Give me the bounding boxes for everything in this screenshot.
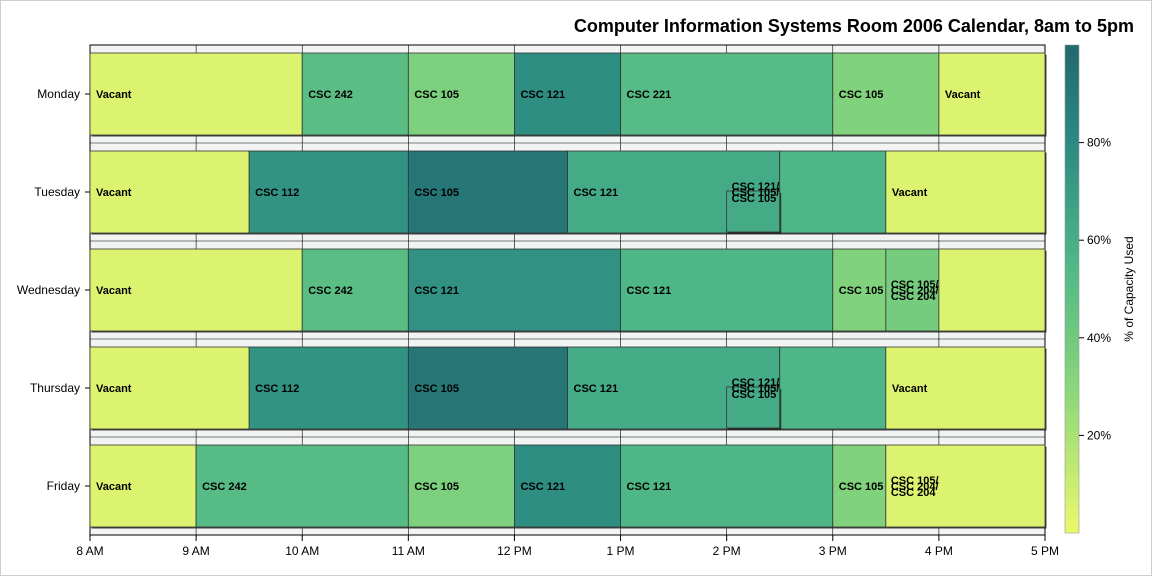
- bar-label: CSC 105: [414, 481, 459, 493]
- schedule-bar: [938, 52, 1046, 136]
- schedule-bar: [89, 248, 303, 332]
- schedule-bar: [514, 444, 621, 528]
- bar-label-stacked: CSC 121/: [732, 377, 780, 389]
- schedule-bar: [89, 52, 303, 136]
- schedule-bar: [89, 150, 250, 234]
- bar-label-stacked: CSC 105/: [732, 187, 780, 199]
- schedule-bar: [89, 444, 197, 528]
- schedule-bar: [248, 150, 409, 234]
- schedule-bar: [407, 248, 621, 332]
- x-tick-label: 9 AM: [182, 544, 209, 558]
- colorbar-gradient: [1064, 44, 1080, 534]
- schedule-bar: [514, 52, 621, 136]
- schedule-bar: [620, 444, 834, 528]
- bar-label: Vacant: [892, 383, 928, 395]
- bar-label: CSC 121: [414, 285, 459, 297]
- bar-label: CSC 105: [414, 89, 459, 101]
- bar-label: CSC 112: [255, 187, 299, 199]
- bar-label-stacked: CSC 105: [732, 389, 777, 401]
- schedule-bar: [89, 346, 250, 430]
- bar-label-stacked: CSC 204/: [891, 285, 939, 297]
- bar-label-stacked: CSC 204/: [891, 481, 939, 493]
- bar-label: CSC 121: [627, 285, 672, 297]
- bar-label: CSC 105: [414, 383, 459, 395]
- schedule-bar: [779, 150, 887, 234]
- bar-label-stacked: CSC 204: [891, 291, 937, 303]
- bar-label: CSC 221: [627, 89, 672, 101]
- schedule-bar: [832, 444, 887, 528]
- x-tick-label: 2 PM: [713, 544, 741, 558]
- bar-label: Vacant: [96, 89, 132, 101]
- x-tick-label: 8 AM: [76, 544, 103, 558]
- bar-label: CSC 242: [308, 89, 353, 101]
- bar-label: CSC 121: [520, 481, 565, 493]
- schedule-bar: [248, 346, 409, 430]
- schedule-bar: [726, 386, 781, 429]
- bar-label: Vacant: [96, 285, 132, 297]
- x-tick-label: 5 PM: [1031, 544, 1059, 558]
- bar-label: CSC 242: [308, 285, 353, 297]
- x-tick-label: 3 PM: [819, 544, 847, 558]
- schedule-bar: [885, 248, 940, 332]
- bar-label: CSC 112: [255, 383, 299, 395]
- schedule-bar: [195, 444, 409, 528]
- bar-label: CSC 105: [839, 481, 884, 493]
- bar-label: Vacant: [945, 89, 981, 101]
- bar-label-stacked: CSC 121/: [732, 181, 780, 193]
- day-label: Wednesday: [17, 283, 80, 297]
- bar-label-stacked: CSC 204: [891, 487, 937, 499]
- schedule-bar: [407, 444, 515, 528]
- schedule-bar: [832, 248, 887, 332]
- bar-label: Vacant: [96, 187, 132, 199]
- plot-area: Monday Vacant CSC 242 CSC 105 CSC 121 CSC 221…: [17, 44, 1059, 558]
- day-label: Tuesday: [34, 185, 80, 199]
- colorbar-tick-label: 20%: [1087, 428, 1111, 442]
- schedule-bar: [938, 248, 1046, 332]
- bar-label: CSC 121: [574, 187, 619, 199]
- colorbar-label: % of Capacity Used: [1122, 236, 1136, 341]
- bar-label-stacked: CSC 105/: [732, 383, 780, 395]
- schedule-bar: [726, 190, 781, 233]
- schedule-bar: [407, 346, 568, 430]
- day-label: Thursday: [30, 381, 80, 395]
- chart-title: Computer Information Systems Room 2006 C…: [574, 16, 1134, 36]
- bar-label: CSC 121: [627, 481, 672, 493]
- x-tick-label: 12 PM: [497, 544, 532, 558]
- x-tick-label: 10 AM: [285, 544, 319, 558]
- day-label: Monday: [37, 87, 80, 101]
- x-tick-label: 1 PM: [607, 544, 635, 558]
- colorbar-tick-label: 60%: [1087, 233, 1111, 247]
- schedule-bar: [301, 248, 409, 332]
- bar-label: CSC 121: [574, 383, 619, 395]
- bar-label: CSC 105: [414, 187, 459, 199]
- schedule-bar: [407, 52, 515, 136]
- schedule-bar: [885, 444, 1046, 528]
- bar-label-stacked: CSC 105: [732, 193, 777, 205]
- colorbar-tick-label: 80%: [1087, 136, 1111, 150]
- bar-label-stacked: CSC 105/: [891, 279, 939, 291]
- bar-label: Vacant: [96, 481, 132, 493]
- schedule-bar: [620, 248, 834, 332]
- schedule-bar: [301, 52, 409, 136]
- schedule-bar: [779, 346, 887, 430]
- x-tick-label: 4 PM: [925, 544, 953, 558]
- schedule-bar: [885, 346, 1046, 430]
- colorbar-tick-label: 40%: [1087, 331, 1111, 345]
- schedule-bar: [832, 52, 940, 136]
- bar-label: Vacant: [892, 187, 928, 199]
- bar-label: CSC 105: [839, 89, 884, 101]
- schedule-bar: [885, 150, 1046, 234]
- bar-label: CSC 105: [839, 285, 884, 297]
- x-tick-label: 11 AM: [392, 544, 425, 558]
- colorbar: 20% 40% 60% 80% % of Capacity Used: [1064, 44, 1136, 534]
- bar-label: CSC 242: [202, 481, 247, 493]
- day-label: Friday: [47, 479, 80, 493]
- bar-label: Vacant: [96, 383, 132, 395]
- schedule-bar: [407, 150, 568, 234]
- bar-label: CSC 121: [520, 89, 565, 101]
- schedule-bar: [620, 52, 834, 136]
- bar-label-stacked: CSC 105/: [891, 475, 939, 487]
